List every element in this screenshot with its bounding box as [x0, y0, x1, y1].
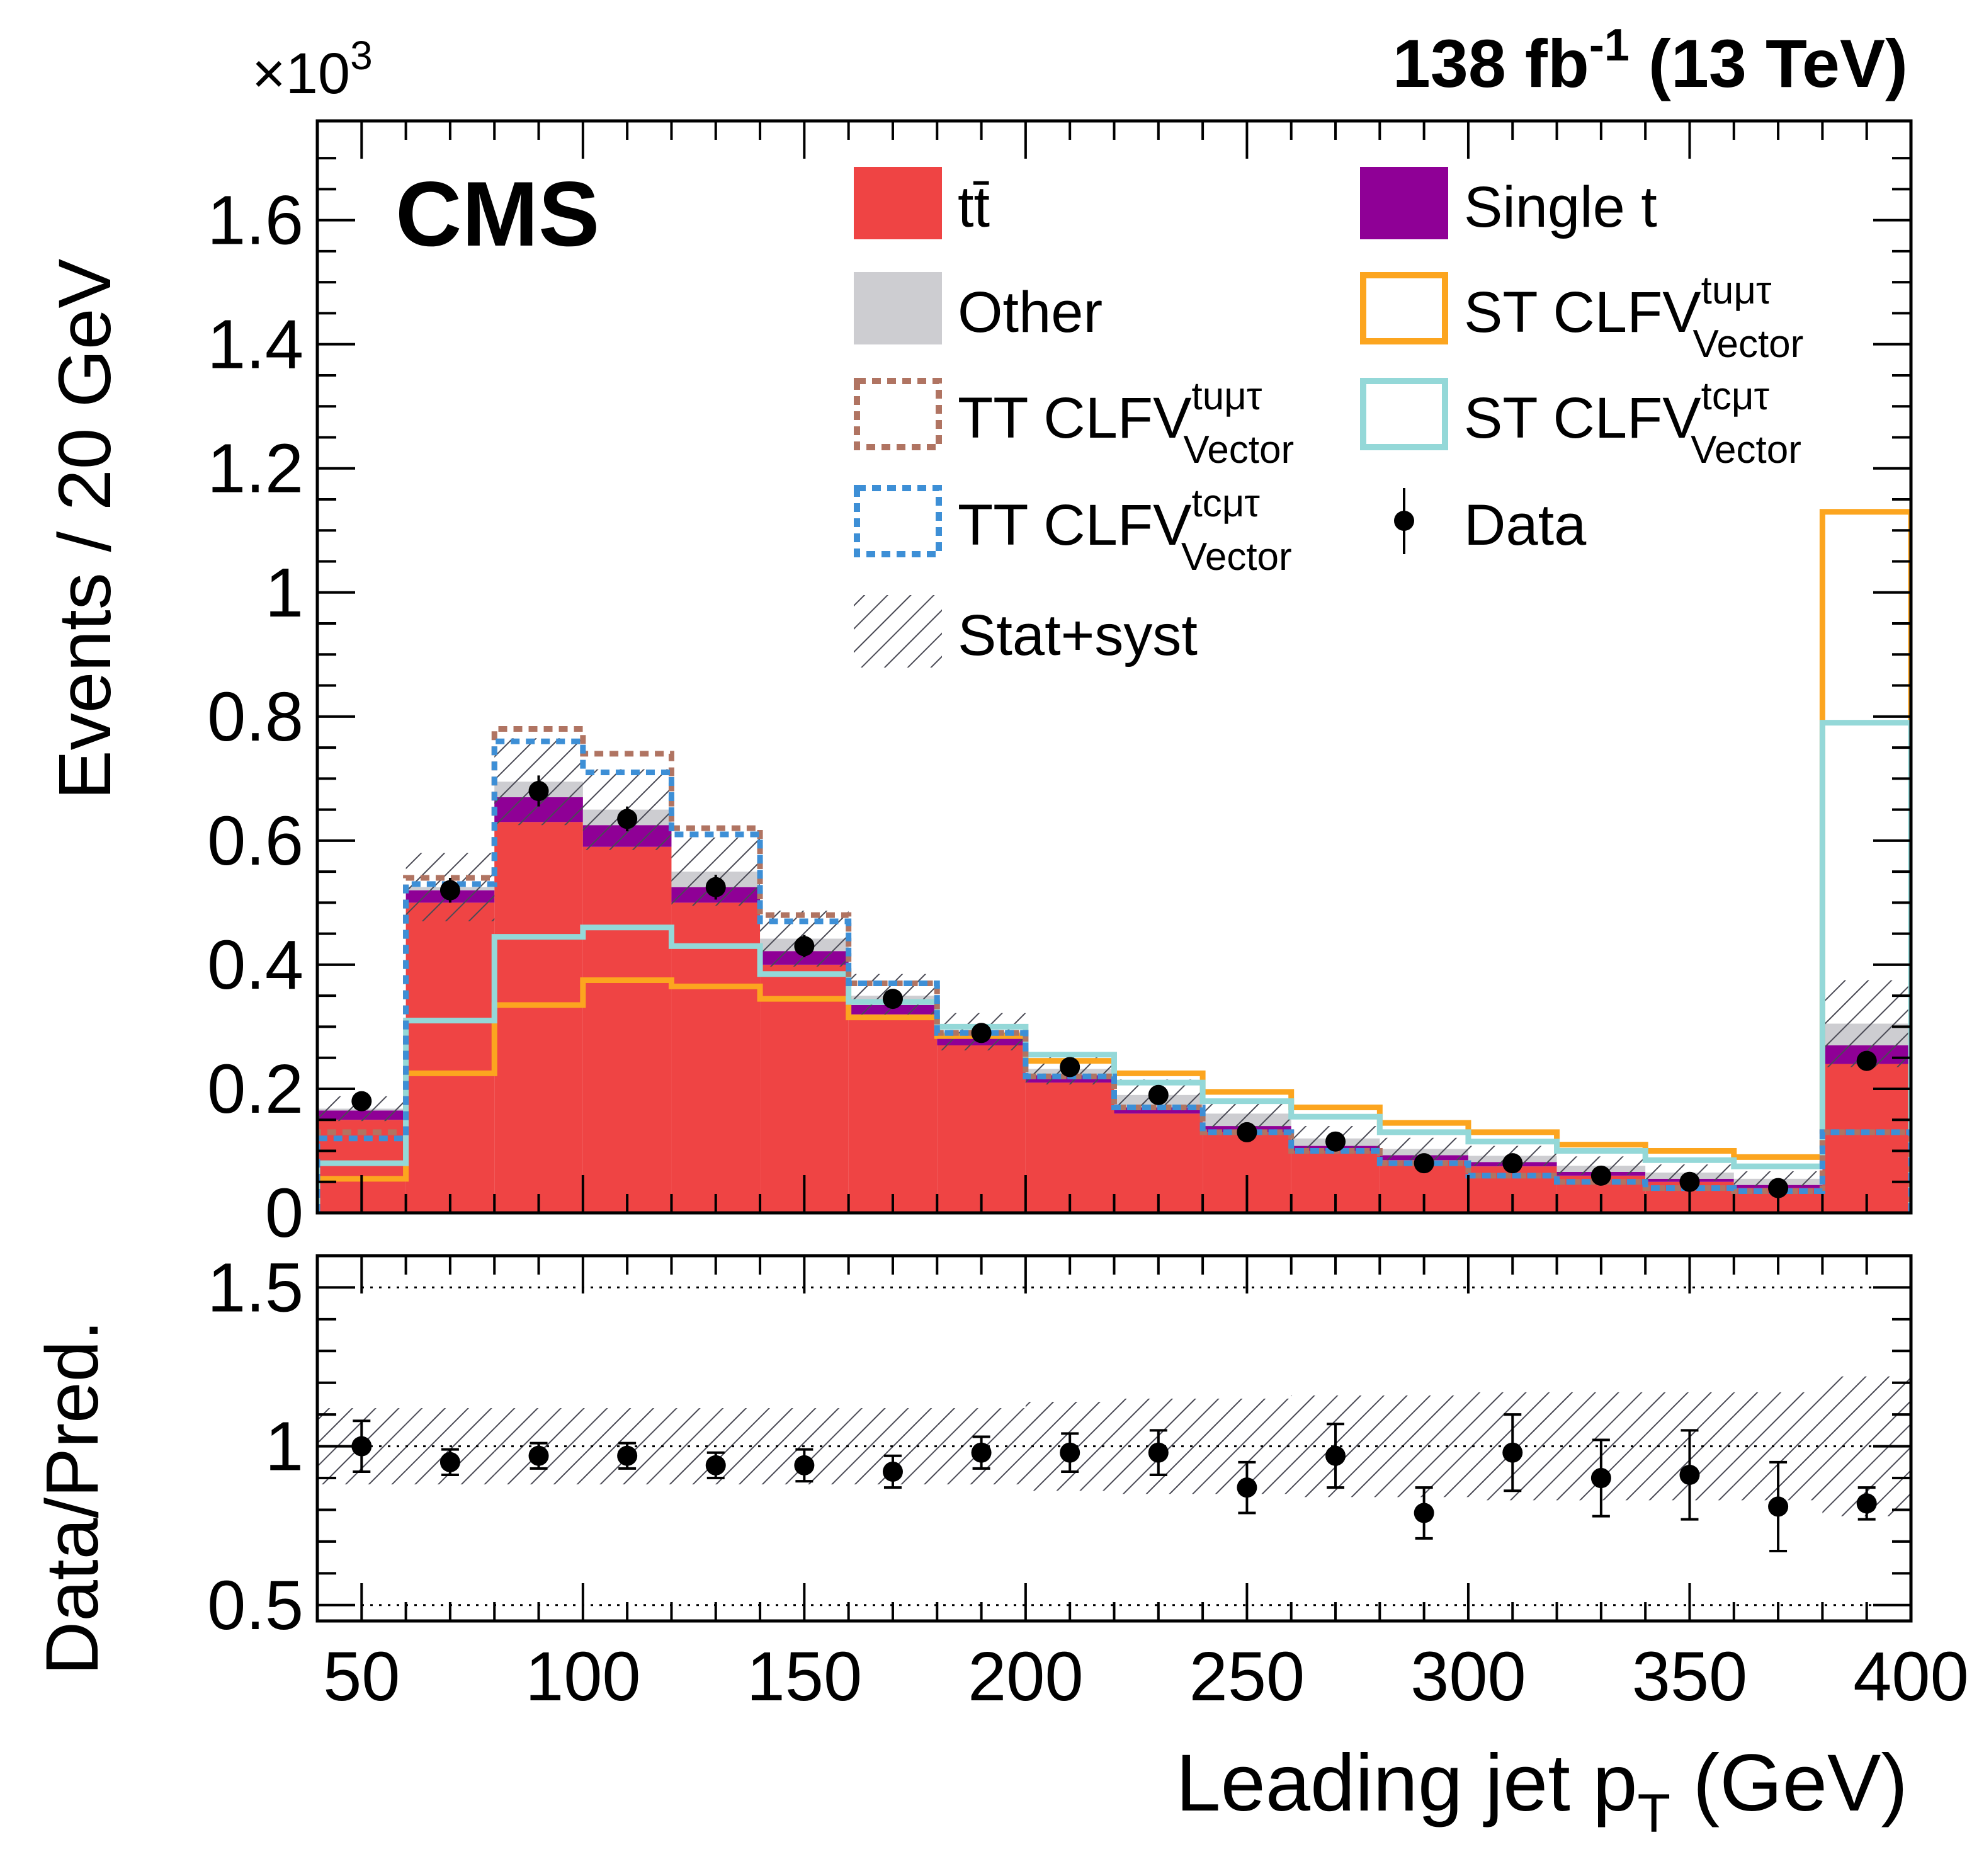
bar-ttbar: [582, 846, 672, 1213]
legend-label-tt-tcmutau: TT CLFVtcμτ Vector: [958, 482, 1292, 579]
signal-tt-tcmutau: [317, 738, 1911, 1213]
data-point: [1590, 1165, 1611, 1186]
y-tick-label: 1.4: [207, 306, 303, 384]
y-multiplier: ×103: [252, 33, 373, 106]
ratio-point: [1060, 1442, 1080, 1463]
bar-ttbar: [671, 902, 761, 1213]
legend-label-unc: Stat+syst: [958, 603, 1198, 668]
bar-ttbar: [405, 902, 495, 1213]
ratio-y-tick-label: 0.5: [207, 1567, 303, 1644]
legend-swatch-data: [1394, 511, 1414, 531]
y-tick-label: 1.2: [207, 430, 303, 508]
data-point: [882, 989, 903, 1009]
data-point: [439, 880, 460, 901]
legend-label-data: Data: [1464, 493, 1587, 557]
x-axis-label: Leading jet pT (GeV): [1176, 1738, 1908, 1844]
y-tick-label: 0.8: [207, 678, 303, 756]
bar-ttbar: [937, 1045, 1026, 1213]
ratio-point: [1325, 1445, 1346, 1466]
legend-label-st-tcmutau: ST CLFVtcμτ Vector: [1464, 375, 1801, 472]
legend-swatch-ttbar: [854, 167, 942, 239]
x-tick-label: 350: [1632, 1638, 1748, 1715]
signal-st-tcmutau: [317, 720, 1911, 1213]
x-tick-label: 150: [747, 1638, 863, 1715]
ratio-y-tick-label: 1.5: [207, 1249, 303, 1326]
main-axes: 0 0.2 0.4 0.6 0.8 1 1.2 1.4 1.6: [207, 121, 1912, 1252]
ratio-point: [1237, 1477, 1257, 1498]
lumi-label: 138 fb-1 (13 TeV): [1393, 20, 1908, 101]
y-tick-label: 0.6: [207, 802, 303, 880]
y-tick-label: 0.4: [207, 926, 303, 1004]
ratio-point: [1148, 1442, 1169, 1463]
ratio-y-axis-label: Data/Pred.: [31, 1320, 114, 1675]
data-point: [1414, 1153, 1434, 1174]
ratio-point: [351, 1436, 372, 1457]
ratio-point: [705, 1455, 726, 1475]
data-point: [528, 781, 549, 802]
legend-swatch-unc: [854, 595, 942, 668]
legend-label-tt-tumutau: TT CLFVtuμτ Vector: [958, 375, 1294, 472]
legend: tt̄ Single t Other ST CLFVtuμτ Vector TT CLFV…: [854, 167, 1803, 668]
ratio-plot-area: [317, 1286, 1911, 1606]
ratio-point: [617, 1445, 638, 1466]
ratio-point: [882, 1461, 903, 1482]
ratio-y-tick-label: 1: [265, 1408, 303, 1486]
x-tick-label: 50: [323, 1638, 400, 1715]
x-tick-label: 100: [525, 1638, 641, 1715]
legend-label-other: Other: [958, 280, 1103, 344]
bar-ttbar: [760, 964, 849, 1213]
y-tick-label: 0: [265, 1174, 303, 1252]
data-point: [705, 877, 726, 897]
data-point: [1768, 1178, 1789, 1198]
x-tick-label: 400: [1853, 1638, 1969, 1715]
y-tick-label: 1.6: [207, 182, 303, 259]
data-point: [794, 936, 815, 957]
legend-label-st-tumutau: ST CLFVtuμτ Vector: [1464, 269, 1803, 366]
data-point: [351, 1091, 372, 1111]
y-tick-label: 0.2: [207, 1050, 303, 1128]
x-tick-label: 200: [968, 1638, 1084, 1715]
legend-swatch-single-t: [1360, 167, 1448, 239]
data-point: [1148, 1084, 1169, 1105]
main-plot-area: [317, 509, 1911, 1213]
legend-swatch-st-tcmutau: [1360, 378, 1448, 450]
ratio-axes: 0.5 1 1.5 50 100 150 200 250 300 350 400: [207, 1249, 1969, 1715]
bar-ttbar: [1025, 1083, 1114, 1213]
legend-label-single-t: Single t: [1464, 175, 1657, 239]
y-tick-label: 1: [265, 554, 303, 632]
cms-label: CMS: [395, 162, 599, 265]
ratio-point: [1856, 1493, 1877, 1514]
data-point: [971, 1023, 992, 1043]
bar-ttbar: [1822, 1064, 1911, 1213]
ratio-point: [1768, 1496, 1789, 1517]
y-axis-label: Events / 20 GeV: [43, 258, 127, 800]
legend-swatch-tt-tcmutau: [854, 485, 942, 557]
ratio-point: [528, 1445, 549, 1466]
legend-swatch-tt-tumutau: [854, 378, 942, 450]
ratio-point: [1679, 1465, 1700, 1485]
data-point: [617, 809, 638, 829]
bar-ttbar: [494, 822, 583, 1213]
legend-swatch-other: [854, 272, 942, 344]
ratio-point: [1502, 1442, 1523, 1463]
data-point: [1325, 1131, 1346, 1152]
data-point: [1237, 1122, 1257, 1142]
legend-swatch-st-tumutau: [1360, 272, 1448, 344]
ratio-point: [439, 1452, 460, 1472]
ratio-point: [794, 1455, 815, 1475]
data-point: [1502, 1153, 1523, 1174]
data-point: [1856, 1050, 1877, 1071]
legend-label-ttbar: tt̄: [958, 175, 990, 239]
ratio-point: [1414, 1503, 1434, 1523]
ratio-point: [971, 1442, 992, 1463]
bar-ttbar: [848, 1014, 938, 1213]
x-tick-label: 300: [1410, 1638, 1526, 1715]
ratio-point: [1590, 1468, 1611, 1489]
x-tick-label: 250: [1189, 1638, 1305, 1715]
data-point: [1060, 1057, 1080, 1077]
